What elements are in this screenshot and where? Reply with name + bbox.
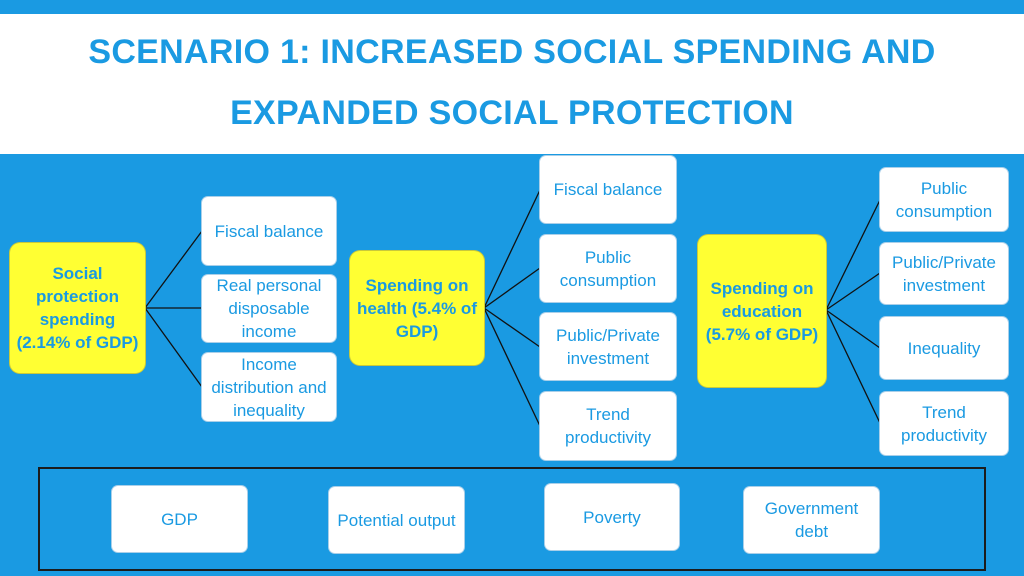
connector-sp-distribution bbox=[144, 307, 203, 388]
sp-effect-real-disposable-income: Real personal disposable income bbox=[202, 275, 336, 342]
connector-health-fiscal bbox=[483, 189, 541, 309]
health-effect-trend-productivity: Trend productivity bbox=[540, 392, 676, 460]
edu-effect-public-consumption: Public consumption bbox=[880, 168, 1008, 231]
connector-edu-productivity bbox=[825, 309, 881, 424]
connector-edu-inequality bbox=[825, 309, 881, 349]
edu-effect-investment: Public/Private investment bbox=[880, 243, 1008, 304]
hub-social-protection-spending: Social protection spending (2.14% of GDP… bbox=[10, 243, 145, 373]
slide-title-line-1: SCENARIO 1: INCREASED SOCIAL SPENDING AN… bbox=[88, 33, 936, 71]
sp-effect-fiscal-balance: Fiscal balance bbox=[202, 197, 336, 265]
connector-edu-consumption bbox=[825, 199, 881, 311]
edu-effect-trend-productivity: Trend productivity bbox=[880, 392, 1008, 455]
connector-health-consumption bbox=[483, 267, 541, 309]
health-effect-public-consumption: Public consumption bbox=[540, 235, 676, 302]
connector-sp-fiscal bbox=[144, 230, 203, 309]
slide-title-line-2: EXPANDED SOCIAL PROTECTION bbox=[230, 94, 794, 132]
connector-health-productivity bbox=[483, 307, 541, 427]
connector-edu-investment bbox=[825, 272, 881, 311]
outcomes-frame bbox=[38, 467, 986, 571]
outcome-potential-output: Potential output bbox=[329, 487, 464, 553]
outcome-government-debt: Government debt bbox=[744, 487, 879, 553]
health-effect-investment: Public/Private investment bbox=[540, 313, 676, 380]
outcome-poverty: Poverty bbox=[545, 484, 679, 550]
connector-health-investment bbox=[483, 307, 541, 348]
sp-effect-income-distribution: Income distribution and inequality bbox=[202, 353, 336, 421]
outcome-gdp: GDP bbox=[112, 486, 247, 552]
edu-effect-inequality: Inequality bbox=[880, 317, 1008, 379]
hub-spending-on-education: Spending on education (5.7% of GDP) bbox=[698, 235, 826, 387]
title-band bbox=[0, 14, 1024, 154]
hub-spending-on-health: Spending on health (5.4% of GDP) bbox=[350, 251, 484, 365]
health-effect-fiscal-balance: Fiscal balance bbox=[540, 156, 676, 223]
